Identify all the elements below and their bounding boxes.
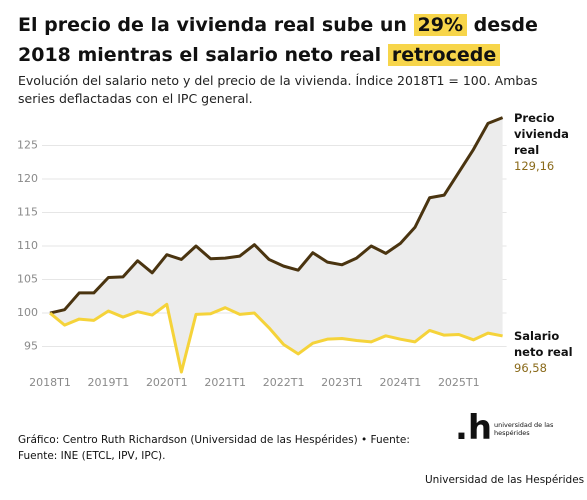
logo: .h <box>455 408 493 448</box>
x-tick-label: 2018T1 <box>29 376 71 389</box>
y-tick-label: 115 <box>17 206 38 219</box>
series-label: Salario neto real <box>514 328 573 359</box>
chart-title: El precio de la vivienda real sube un 29… <box>18 10 578 70</box>
title-part: retrocede <box>387 44 501 66</box>
series-line <box>49 116 504 315</box>
x-tick-label: 2023T1 <box>321 376 363 389</box>
series-line <box>49 302 503 374</box>
y-tick-label: 125 <box>17 139 38 152</box>
y-tick-label: 120 <box>17 172 38 185</box>
gap-area <box>50 117 503 373</box>
x-tick-label: 2020T1 <box>146 376 188 389</box>
y-tick-label: 100 <box>17 306 38 319</box>
source: Gráfico: Centro Ruth Richardson (Univers… <box>18 434 410 462</box>
footer: Universidad de las Hespérides <box>425 474 585 486</box>
x-tick-label: 2022T1 <box>263 376 305 389</box>
x-tick-label: 2019T1 <box>88 376 130 389</box>
y-tick-label: 105 <box>17 273 38 286</box>
value-label: 96,58 <box>514 360 547 375</box>
x-tick-label: 2024T1 <box>380 376 422 389</box>
title-part: desde 2018 mientras el salario neto real <box>18 14 538 66</box>
subtitle: Evolución del salario neto y del precio … <box>18 73 538 106</box>
x-tick-label: 2025T1 <box>438 376 480 389</box>
title-part: El precio de la vivienda real sube un <box>18 14 407 36</box>
x-tick-label: 2021T1 <box>204 376 246 389</box>
logo-text: universidad de las hespérides <box>494 421 554 437</box>
y-tick-label: 110 <box>17 239 38 252</box>
title-part: 29% <box>413 14 468 36</box>
series-label: Precio vivienda real <box>514 110 569 157</box>
value-label: 129,16 <box>514 158 555 173</box>
y-tick-label: 95 <box>24 340 38 353</box>
